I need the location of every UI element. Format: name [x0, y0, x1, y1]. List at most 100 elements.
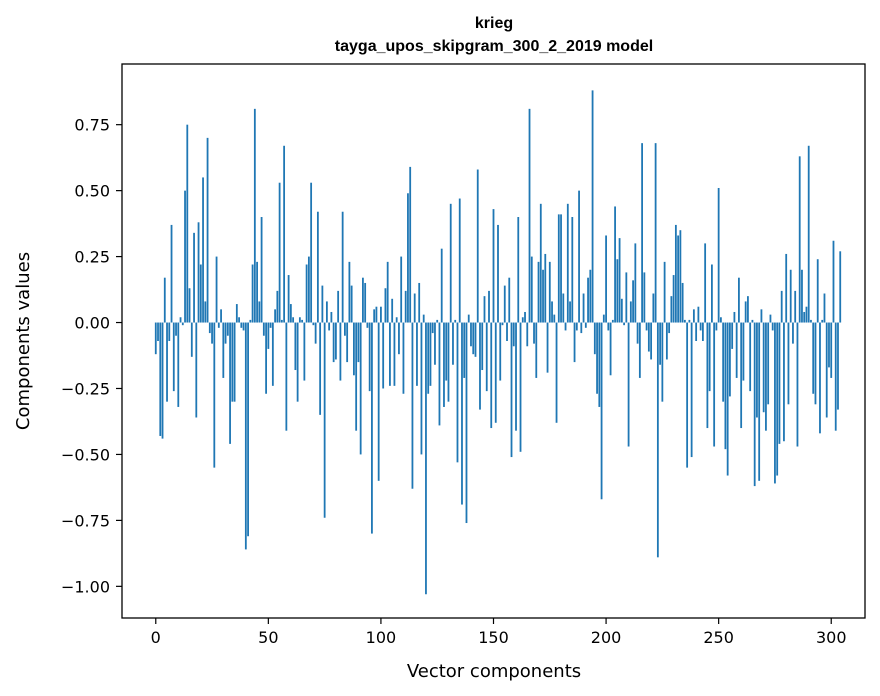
bar	[726, 322, 729, 476]
bar	[771, 322, 774, 331]
bar	[798, 156, 801, 323]
bar	[616, 259, 619, 323]
bar	[206, 137, 209, 323]
bar	[452, 322, 454, 365]
bar	[384, 288, 387, 323]
bar	[618, 238, 621, 323]
bar	[440, 248, 443, 323]
bar	[195, 322, 198, 418]
x-axis-label: Vector components	[407, 661, 581, 682]
bar	[830, 322, 833, 378]
bar	[555, 322, 558, 423]
bar	[821, 319, 824, 323]
bar	[807, 145, 810, 323]
bar	[765, 322, 767, 431]
bar	[501, 322, 504, 326]
bar	[699, 322, 702, 331]
bar	[224, 322, 227, 344]
bar	[575, 322, 578, 331]
bar	[515, 322, 517, 431]
bar	[353, 322, 355, 376]
bar	[319, 322, 322, 415]
bar	[184, 190, 186, 323]
bar	[650, 322, 653, 360]
bar	[569, 301, 571, 323]
bar	[776, 322, 779, 476]
bar	[226, 322, 229, 336]
bar	[557, 214, 560, 323]
x-tick-label: 150	[478, 628, 509, 647]
bar	[596, 322, 598, 394]
bar	[438, 322, 441, 426]
bar	[344, 322, 346, 336]
bar	[537, 261, 540, 323]
bar	[571, 217, 574, 323]
bar	[524, 311, 526, 323]
bar	[735, 322, 738, 378]
bar	[679, 230, 682, 323]
bar	[447, 322, 450, 402]
bar	[235, 304, 238, 323]
bar	[729, 322, 731, 397]
bar	[177, 322, 180, 407]
bar	[357, 322, 360, 363]
bar	[528, 108, 531, 323]
bar	[334, 322, 337, 360]
bar	[472, 322, 475, 355]
bar	[253, 108, 256, 323]
bar	[339, 322, 342, 381]
bar	[231, 322, 234, 402]
bar	[686, 322, 689, 468]
y-tick-label: −0.25	[61, 379, 110, 398]
bar	[697, 306, 700, 323]
plot-frame	[121, 63, 866, 619]
bar	[186, 124, 189, 323]
bar	[395, 317, 398, 323]
bar	[731, 322, 734, 349]
bar	[760, 309, 763, 323]
bar	[751, 319, 754, 323]
x-tick-label: 250	[703, 628, 734, 647]
bar	[260, 217, 263, 323]
bar	[373, 309, 376, 323]
bar	[589, 269, 592, 323]
bar	[704, 243, 707, 323]
bar	[157, 322, 159, 341]
bar	[240, 322, 243, 328]
y-tick-label: 0.50	[74, 182, 110, 201]
bar	[636, 322, 639, 344]
bar	[623, 322, 625, 326]
bar	[713, 322, 716, 447]
bar	[280, 319, 283, 323]
bar	[683, 319, 686, 323]
x-tick-label: 300	[816, 628, 847, 647]
bar	[562, 293, 565, 323]
bar	[677, 235, 680, 323]
bar	[204, 301, 207, 323]
bar	[769, 314, 772, 323]
bar	[467, 314, 470, 323]
bar	[503, 285, 506, 323]
bar	[803, 311, 806, 323]
bar	[789, 269, 792, 323]
bar	[314, 322, 317, 344]
bar	[170, 224, 173, 323]
bar	[429, 322, 432, 386]
bar	[416, 322, 418, 386]
bar	[222, 322, 225, 378]
bar	[159, 322, 162, 436]
bar	[499, 322, 502, 381]
y-tick-label: 0.75	[74, 116, 110, 135]
bar	[267, 322, 270, 349]
bar	[787, 322, 790, 405]
bar	[670, 296, 673, 323]
bar	[470, 322, 472, 347]
chart-subtitle: tayga_upos_skipgram_300_2_2019 model	[335, 38, 653, 55]
bar	[321, 285, 324, 323]
bar	[767, 322, 770, 405]
bar	[274, 309, 276, 323]
bar	[244, 322, 247, 550]
bar	[544, 253, 547, 323]
bar	[605, 235, 607, 323]
bar	[463, 322, 466, 378]
